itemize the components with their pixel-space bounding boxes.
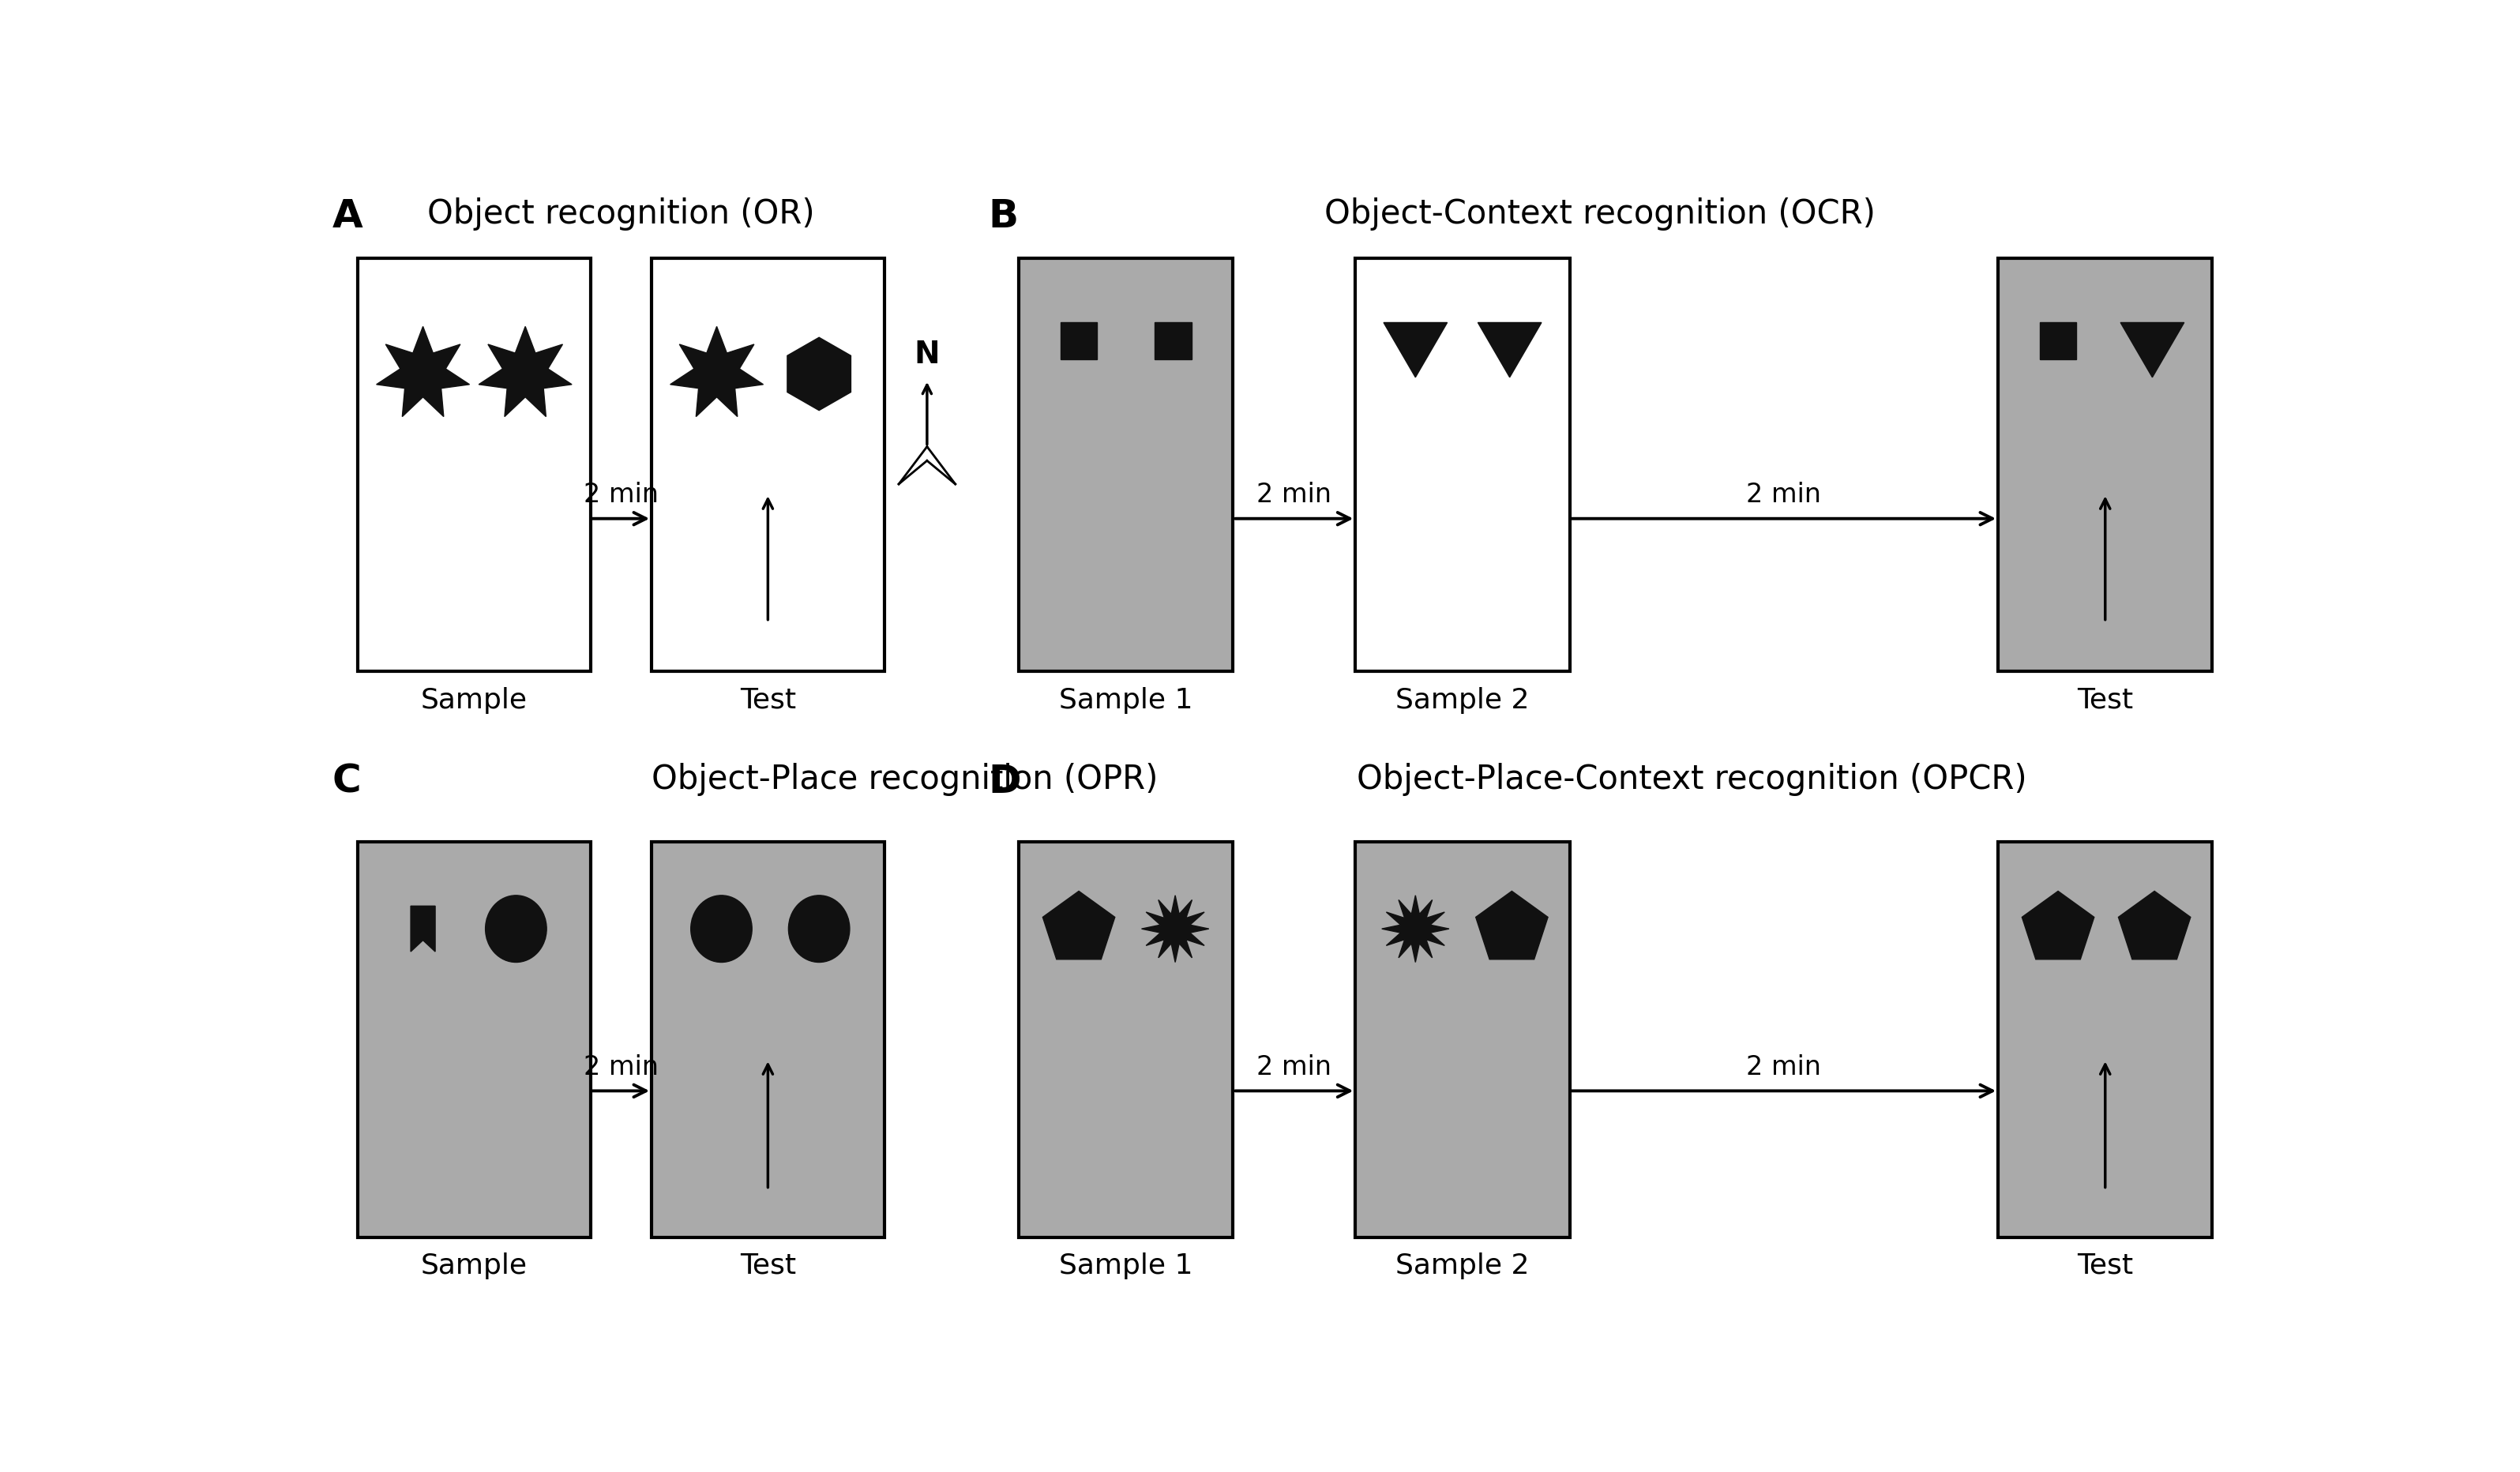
Bar <box>653 842 885 1236</box>
Polygon shape <box>786 337 852 411</box>
Bar <box>1998 258 2213 671</box>
Text: Sample 2: Sample 2 <box>1396 1253 1530 1279</box>
Text: Test: Test <box>741 1253 796 1279</box>
Polygon shape <box>1381 895 1449 963</box>
Polygon shape <box>2119 891 2190 960</box>
Polygon shape <box>1142 895 1210 963</box>
Bar <box>1154 322 1192 359</box>
Text: 2 min: 2 min <box>1746 481 1822 508</box>
Bar <box>1018 258 1232 671</box>
Bar <box>1061 322 1096 359</box>
Polygon shape <box>1043 891 1114 960</box>
Text: Object-Context recognition (OCR): Object-Context recognition (OCR) <box>1326 197 1875 231</box>
Text: 2 min: 2 min <box>1257 1054 1331 1080</box>
Bar <box>358 258 590 671</box>
Text: 2 min: 2 min <box>1257 481 1331 508</box>
Polygon shape <box>670 327 764 417</box>
Bar <box>1998 842 2213 1236</box>
Text: Sample: Sample <box>421 687 527 714</box>
Text: Test: Test <box>2076 687 2134 714</box>
Text: 2 min: 2 min <box>585 481 658 508</box>
Bar <box>1356 258 1570 671</box>
Text: Object recognition (OR): Object recognition (OR) <box>428 197 814 231</box>
Polygon shape <box>479 327 572 417</box>
Polygon shape <box>1383 322 1446 377</box>
Bar <box>653 258 885 671</box>
Polygon shape <box>2021 891 2094 960</box>
Text: Object-Place-Context recognition (OPCR): Object-Place-Context recognition (OPCR) <box>1356 762 2026 796</box>
Bar <box>358 842 590 1236</box>
Text: A: A <box>333 197 363 236</box>
Text: Sample 2: Sample 2 <box>1396 687 1530 714</box>
Polygon shape <box>1477 322 1542 377</box>
Text: Object-Place recognition (OPR): Object-Place recognition (OPR) <box>653 762 1159 796</box>
Text: B: B <box>988 197 1018 236</box>
Polygon shape <box>1477 891 1547 960</box>
Text: 2 min: 2 min <box>1746 1054 1822 1080</box>
Text: Test: Test <box>2076 1253 2134 1279</box>
Polygon shape <box>375 327 469 417</box>
Ellipse shape <box>789 895 849 963</box>
Bar <box>1356 842 1570 1236</box>
Ellipse shape <box>690 895 751 963</box>
Text: Sample 1: Sample 1 <box>1058 687 1192 714</box>
Text: Sample 1: Sample 1 <box>1058 1253 1192 1279</box>
Text: Sample: Sample <box>421 1253 527 1279</box>
Bar <box>2039 322 2076 359</box>
Text: N: N <box>915 340 940 369</box>
Bar <box>1018 842 1232 1236</box>
Ellipse shape <box>486 895 547 963</box>
Polygon shape <box>411 907 436 951</box>
Polygon shape <box>2119 322 2185 377</box>
Text: Test: Test <box>741 687 796 714</box>
Text: D: D <box>988 762 1021 801</box>
Text: 2 min: 2 min <box>585 1054 658 1080</box>
Text: C: C <box>333 762 360 801</box>
